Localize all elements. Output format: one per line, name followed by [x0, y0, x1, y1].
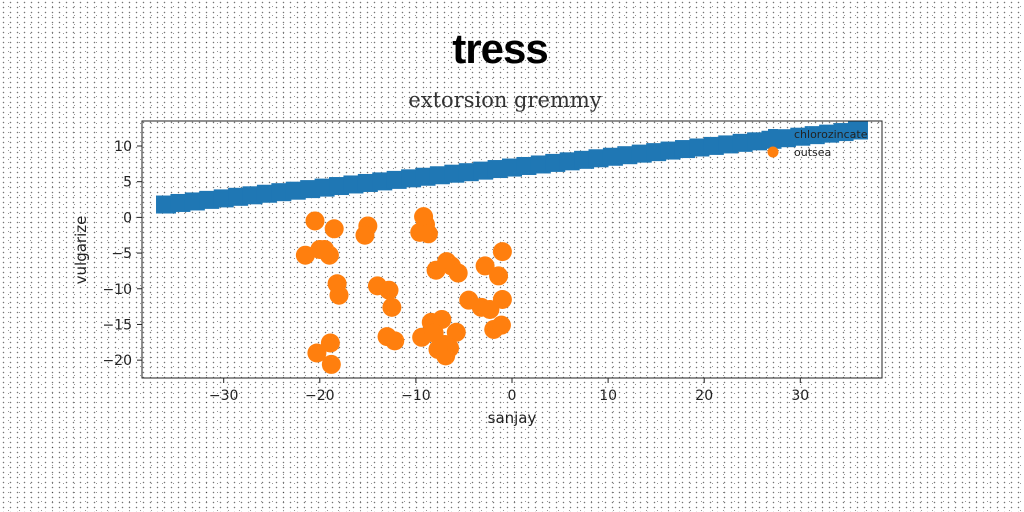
y-tick-label: 0 [123, 210, 132, 226]
x-tick-label: 20 [695, 388, 713, 404]
series-outsea [295, 207, 512, 374]
outsea-point [489, 266, 509, 286]
outsea-point [491, 315, 511, 335]
x-tick-label: −30 [209, 388, 239, 404]
legend: chlorozincate outsea [767, 128, 868, 159]
series-chlorozincate [156, 121, 868, 214]
x-axis-ticks: −30 −20 −10 0 10 20 30 [209, 378, 809, 404]
outsea-point [305, 211, 325, 231]
outsea-point [428, 339, 448, 359]
outsea-point [480, 299, 500, 319]
outsea-point [475, 256, 495, 276]
y-tick-label: 5 [123, 175, 132, 191]
chart-title: tress [452, 25, 547, 72]
outsea-point [426, 260, 446, 280]
x-tick-label: −10 [401, 388, 431, 404]
x-tick-label: 10 [599, 388, 617, 404]
outsea-point [382, 297, 402, 317]
legend-marker-chlorozincate [768, 129, 778, 139]
outsea-point [385, 331, 405, 351]
outsea-point [320, 333, 340, 353]
x-tick-label: 30 [791, 388, 809, 404]
legend-label-outsea: outsea [794, 146, 831, 159]
outsea-point [355, 225, 375, 245]
chart-subtitle: extorsion gremmy [408, 88, 601, 112]
legend-label-chlorozincate: chlorozincate [794, 128, 868, 141]
y-axis-label: vulgarize [72, 216, 90, 285]
chlorozincate-point [847, 121, 868, 140]
legend-marker-outsea [767, 146, 779, 158]
y-tick-label: −5 [111, 246, 132, 262]
y-tick-label: −10 [102, 282, 132, 298]
outsea-point [295, 245, 315, 265]
outsea-point [414, 207, 434, 227]
outsea-point [321, 354, 341, 374]
outsea-point [446, 322, 466, 342]
outsea-point [319, 245, 339, 265]
y-tick-label: 10 [114, 139, 132, 155]
x-tick-label: 0 [508, 388, 517, 404]
outsea-point [418, 224, 438, 244]
y-tick-label: −20 [102, 353, 132, 369]
outsea-point [379, 280, 399, 300]
outsea-point [307, 343, 327, 363]
x-tick-label: −20 [305, 388, 335, 404]
outsea-point [448, 263, 468, 283]
outsea-point [492, 242, 512, 262]
y-tick-label: −15 [102, 317, 132, 333]
x-axis-label: sanjay [488, 409, 537, 427]
y-axis-ticks: 10 5 0 −5 −10 −15 −20 [102, 139, 142, 369]
outsea-point [329, 285, 349, 305]
outsea-point [324, 219, 344, 239]
